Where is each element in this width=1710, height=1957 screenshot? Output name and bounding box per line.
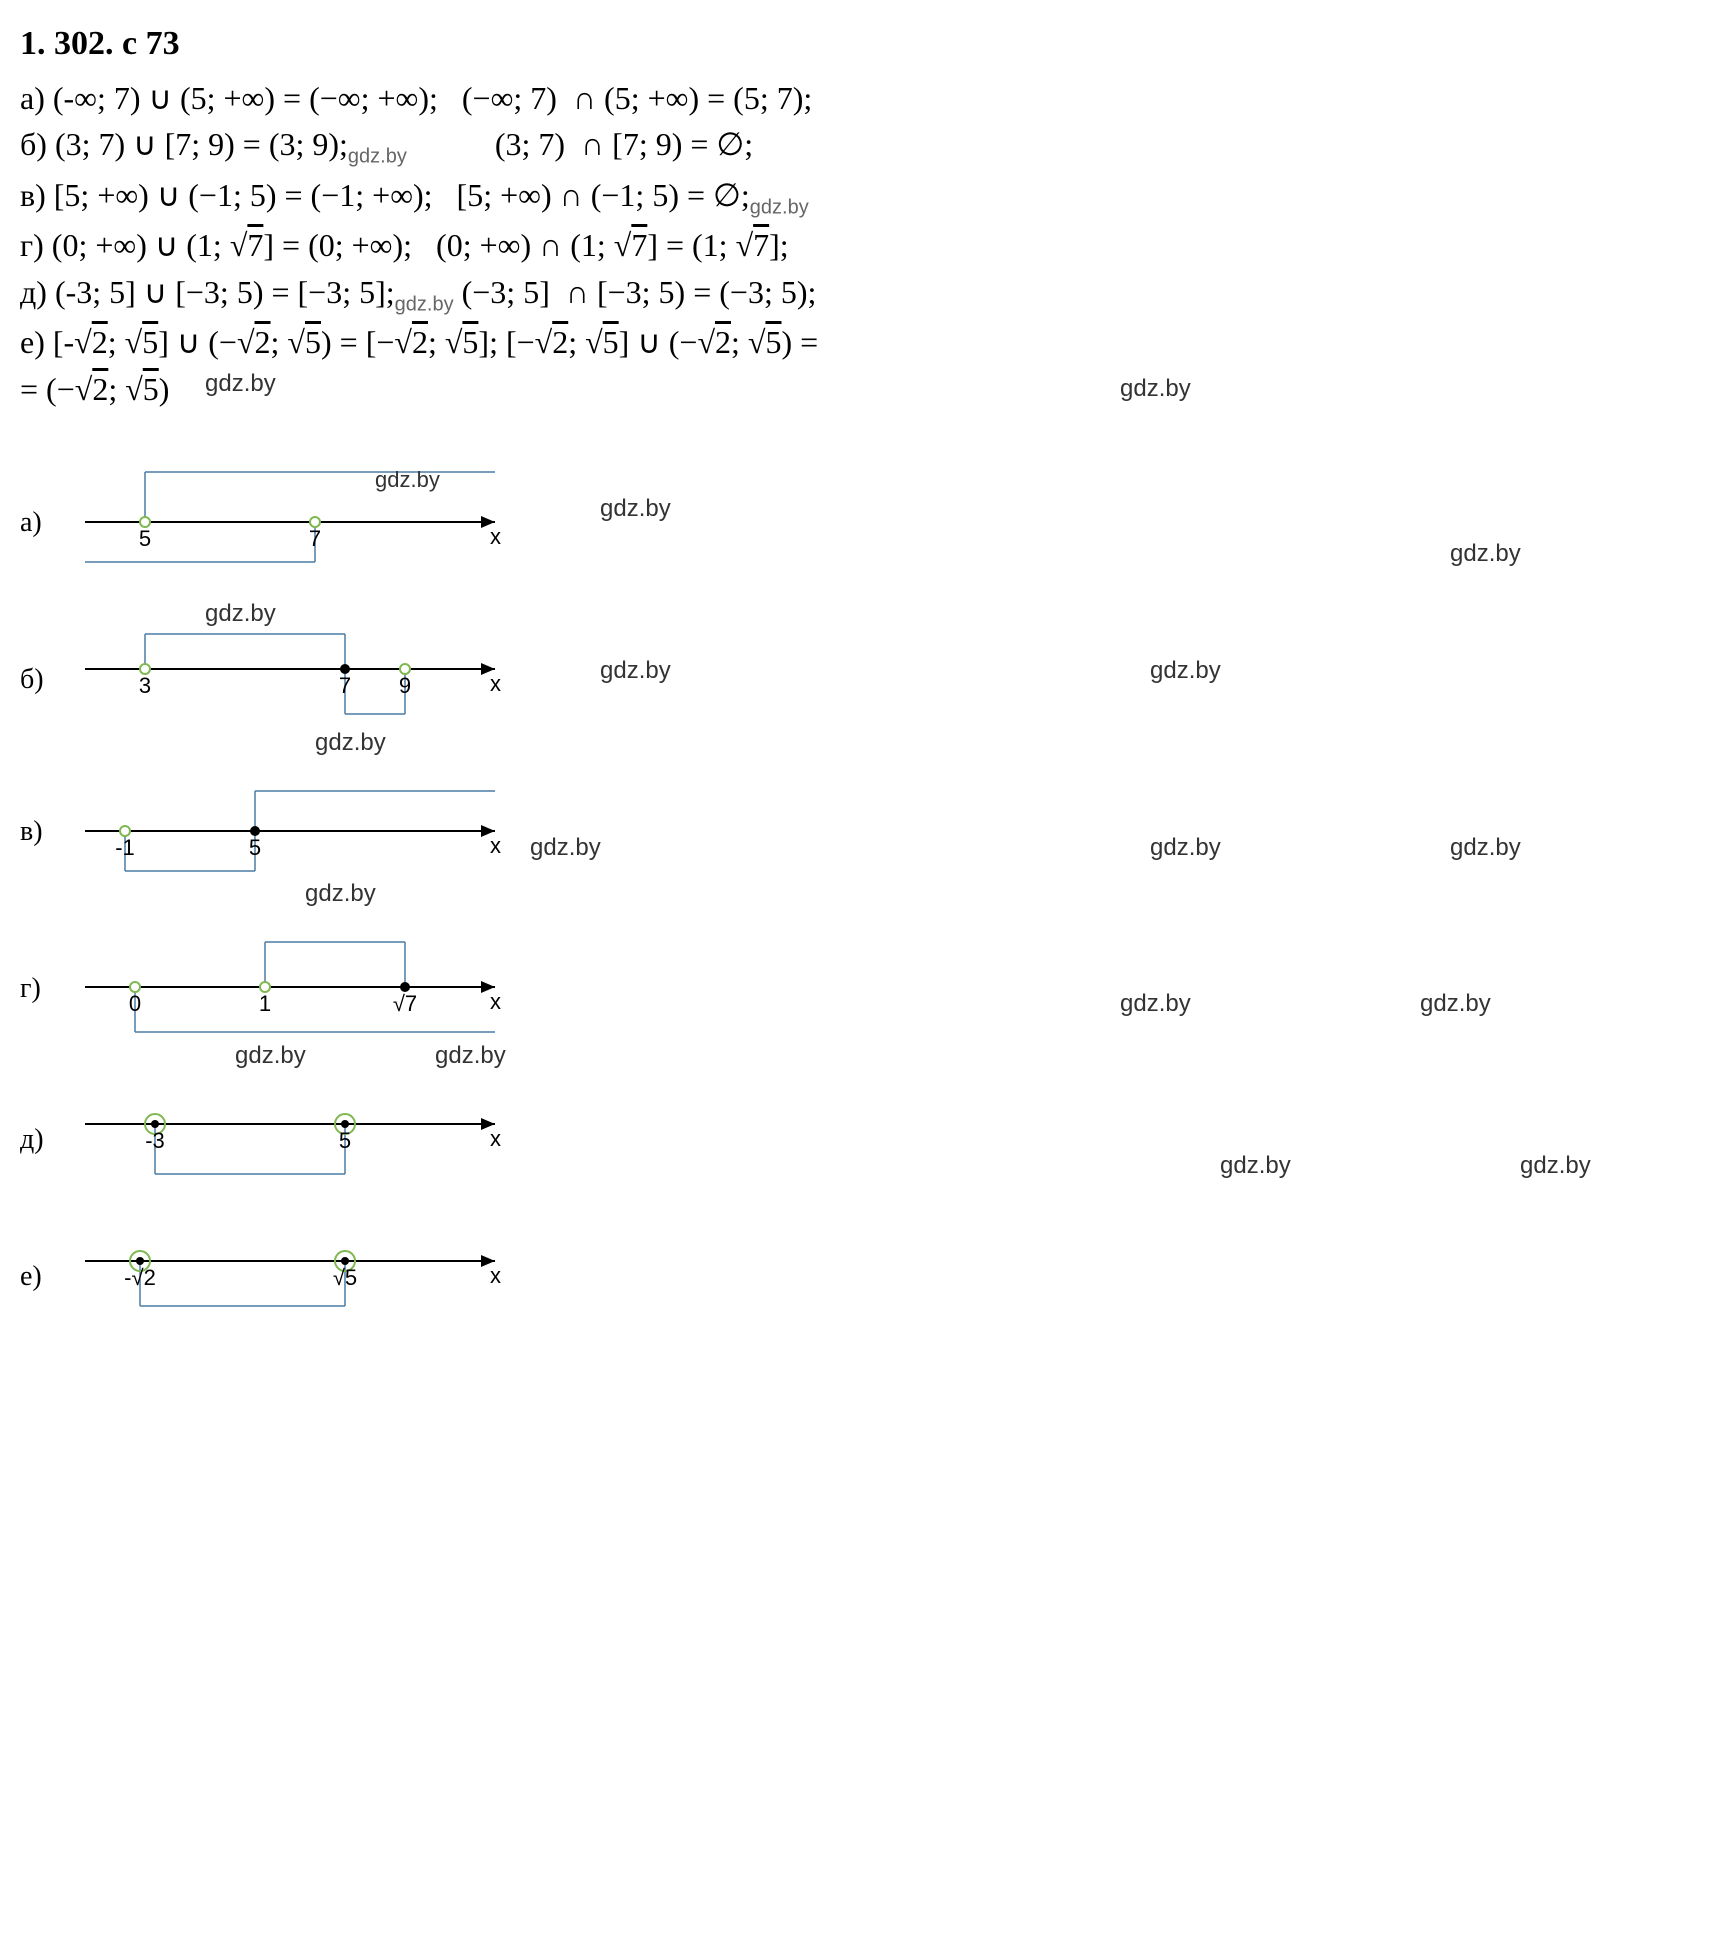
- watermark-inline: gdz.by: [750, 196, 809, 218]
- equation-b: б) (3; 7) ∪ [7; 9) = (3; 9);gdz.by (3; 7…: [20, 122, 1690, 170]
- eq-b-left: б) (3; 7) ∪ [7; 9) = (3; 9);: [20, 126, 348, 162]
- eq-e-left: д) (-3; 5] ∪ [−3; 5) = [−3; 5];: [20, 274, 395, 310]
- svg-text:√7: √7: [393, 991, 417, 1016]
- number-line-diagram: -3 5 x: [55, 1079, 515, 1189]
- equation-d: г) (0; +∞) ∪ (1; 7] = (0; +∞); (0; +∞) ∩…: [20, 223, 1690, 268]
- svg-text:-√2: -√2: [124, 1265, 156, 1290]
- diagram-row: а)57xgdz.bygdz.bygdz.bygdz.bygdz.by: [20, 452, 1690, 594]
- number-line-diagram: 5 7 x gdz.by: [55, 452, 515, 582]
- number-line-diagram: 3 7 9 x: [55, 614, 515, 734]
- diagram-label: а): [20, 503, 50, 542]
- number-line-diagram: -1 5 x: [55, 766, 515, 886]
- watermark-float: gdz.by: [1150, 831, 1221, 865]
- watermark-float: gdz.by: [315, 726, 386, 760]
- diagram-label: в): [20, 812, 50, 851]
- svg-text:1: 1: [259, 991, 271, 1016]
- svg-text:x: x: [490, 1263, 501, 1288]
- svg-text:0: 0: [129, 991, 141, 1016]
- svg-text:x: x: [490, 524, 501, 549]
- diagrams-container: а) 5 7 x gdz.by gdz.by gdz.by gdz.by gdz.by б) 3 7 9…: [20, 452, 1690, 1333]
- svg-text:x: x: [490, 989, 501, 1014]
- watermark-float: gdz.by: [600, 654, 671, 688]
- watermark-float: gdz.by: [1450, 831, 1521, 865]
- watermark-float: gdz.by: [1120, 987, 1191, 1021]
- watermark-float: gdz.by: [305, 877, 376, 911]
- svg-text:5: 5: [339, 1128, 351, 1153]
- diagram-row: б) 3 7 9 x gdz.by gdz.by: [20, 614, 1690, 746]
- watermark-float: gdz.by: [1520, 1149, 1591, 1183]
- eq-b-right: (3; 7) ∩ [7; 9) = ∅;: [495, 126, 753, 162]
- svg-text:gdz.by: gdz.by: [375, 467, 440, 492]
- equation-e: д) (-3; 5] ∪ [−3; 5) = [−3; 5];gdz.by (−…: [20, 270, 1690, 318]
- svg-text:9: 9: [399, 673, 411, 698]
- watermark-float: gdz.by: [1150, 654, 1221, 688]
- diagram-label: б): [20, 660, 50, 699]
- eq-c-text: в) [5; +∞) ∪ (−1; 5) = (−1; +∞); [5; +∞)…: [20, 177, 750, 213]
- svg-text:5: 5: [249, 835, 261, 860]
- svg-text:√5: √5: [333, 1265, 357, 1290]
- svg-text:-3: -3: [145, 1128, 165, 1153]
- watermark-float: gdz.by: [1120, 372, 1191, 406]
- svg-text:5: 5: [139, 526, 151, 551]
- svg-text:7: 7: [339, 673, 351, 698]
- watermark-inline: gdz.by: [348, 146, 407, 168]
- watermark-float: gdz.by: [235, 1039, 306, 1073]
- watermark-inline: gdz.by: [395, 293, 454, 315]
- watermark-float: gdz.by: [205, 367, 276, 401]
- diagram-label: д): [20, 1120, 50, 1159]
- watermark-float: gdz.by: [600, 492, 671, 526]
- diagram-label: е): [20, 1257, 50, 1296]
- diagram-row: в)-15xgdz.bygdz.bygdz.bygdz.by: [20, 766, 1690, 898]
- equation-f: е) [-2; 5] ∪ (−2; 5) = [−2; 5]; [−2; 5] …: [20, 320, 1690, 365]
- watermark-float: gdz.by: [435, 1039, 506, 1073]
- diagram-label: г): [20, 969, 50, 1008]
- equation-a: а) (-∞; 7) ∪ (5; +∞) = (−∞; +∞); (−∞; 7)…: [20, 76, 1690, 121]
- watermark-float: gdz.by: [1450, 537, 1521, 571]
- diagram-row: г)01√7xgdz.bygdz.bygdz.by: [20, 917, 1690, 1059]
- svg-text:-1: -1: [115, 835, 135, 860]
- watermark-float: gdz.by: [1220, 1149, 1291, 1183]
- svg-text:x: x: [490, 671, 501, 696]
- page-title: 1. 302. с 73: [20, 20, 1690, 68]
- equation-c: в) [5; +∞) ∪ (−1; 5) = (−1; +∞); [5; +∞)…: [20, 173, 1690, 221]
- svg-text:x: x: [490, 833, 501, 858]
- watermark-float: gdz.by: [1420, 987, 1491, 1021]
- eq-e-right: (−3; 5] ∩ [−3; 5) = (−3; 5);: [462, 274, 817, 310]
- number-line-diagram: 0 1 √7 x: [55, 917, 515, 1047]
- svg-text:3: 3: [139, 673, 151, 698]
- diagram-row: е) -√2 √5 x: [20, 1221, 1690, 1333]
- diagram-row: д) -3 5xgdz.bygdz.bygdz.bygdz.by: [20, 1079, 1690, 1201]
- watermark-float: gdz.by: [530, 831, 601, 865]
- svg-text:x: x: [490, 1126, 501, 1151]
- svg-text:7: 7: [309, 526, 321, 551]
- number-line-diagram: -√2 √5 x: [55, 1221, 515, 1321]
